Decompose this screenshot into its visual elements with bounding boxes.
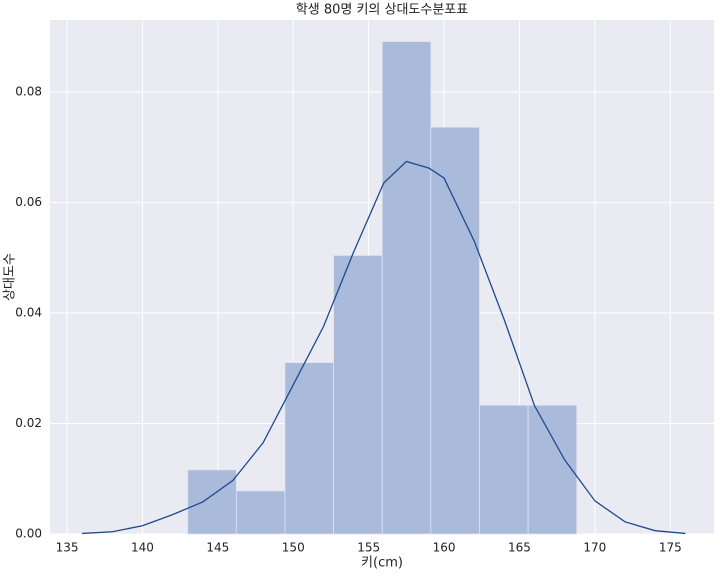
x-tick-label: 175 bbox=[659, 541, 682, 555]
bar bbox=[284, 362, 334, 535]
bar bbox=[430, 126, 480, 535]
x-tick-label: 155 bbox=[357, 541, 380, 555]
x-tick-label: 135 bbox=[56, 541, 79, 555]
y-tick-label: 0.02 bbox=[15, 416, 42, 430]
y-tick-label: 0.04 bbox=[15, 305, 42, 319]
x-tick-label: 145 bbox=[206, 541, 229, 555]
bar bbox=[333, 255, 383, 535]
x-tick-label: 140 bbox=[131, 541, 154, 555]
chart-title: 학생 80명 키의 상대도수분포표 bbox=[296, 3, 468, 18]
y-axis-label: 상대도수 bbox=[3, 253, 18, 301]
x-tick-label: 165 bbox=[508, 541, 531, 555]
x-axis-label: 키(cm) bbox=[361, 556, 403, 571]
y-tick-label: 0.00 bbox=[15, 527, 42, 541]
bar bbox=[381, 41, 432, 535]
y-tick-label: 0.08 bbox=[15, 84, 42, 98]
x-tick-label: 170 bbox=[583, 541, 606, 555]
bar bbox=[235, 490, 286, 535]
x-tick-label: 160 bbox=[433, 541, 456, 555]
bar bbox=[527, 404, 578, 535]
x-tick-label: 150 bbox=[282, 541, 305, 555]
y-tick-label: 0.06 bbox=[15, 195, 42, 209]
bar bbox=[479, 404, 529, 535]
kde-line bbox=[82, 160, 686, 535]
bar bbox=[187, 469, 237, 535]
